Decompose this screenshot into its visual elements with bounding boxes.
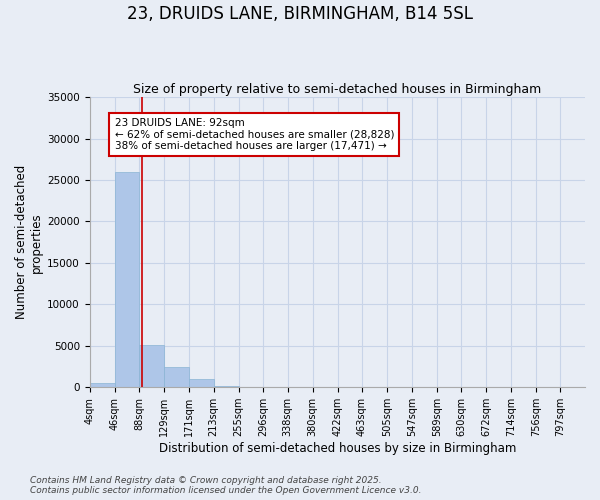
Text: 23 DRUIDS LANE: 92sqm
← 62% of semi-detached houses are smaller (28,828)
38% of : 23 DRUIDS LANE: 92sqm ← 62% of semi-deta… xyxy=(115,118,394,151)
Bar xyxy=(214,386,239,387)
Bar xyxy=(164,366,189,387)
Bar xyxy=(139,345,164,387)
Text: Contains HM Land Registry data © Crown copyright and database right 2025.
Contai: Contains HM Land Registry data © Crown c… xyxy=(30,476,421,495)
Text: 23, DRUIDS LANE, BIRMINGHAM, B14 5SL: 23, DRUIDS LANE, BIRMINGHAM, B14 5SL xyxy=(127,5,473,23)
Bar xyxy=(189,379,214,387)
Y-axis label: Number of semi-detached
properties: Number of semi-detached properties xyxy=(15,165,43,320)
Bar xyxy=(239,386,263,387)
X-axis label: Distribution of semi-detached houses by size in Birmingham: Distribution of semi-detached houses by … xyxy=(158,442,516,455)
Title: Size of property relative to semi-detached houses in Birmingham: Size of property relative to semi-detach… xyxy=(133,83,541,96)
Bar xyxy=(115,172,139,387)
Bar xyxy=(89,383,115,387)
